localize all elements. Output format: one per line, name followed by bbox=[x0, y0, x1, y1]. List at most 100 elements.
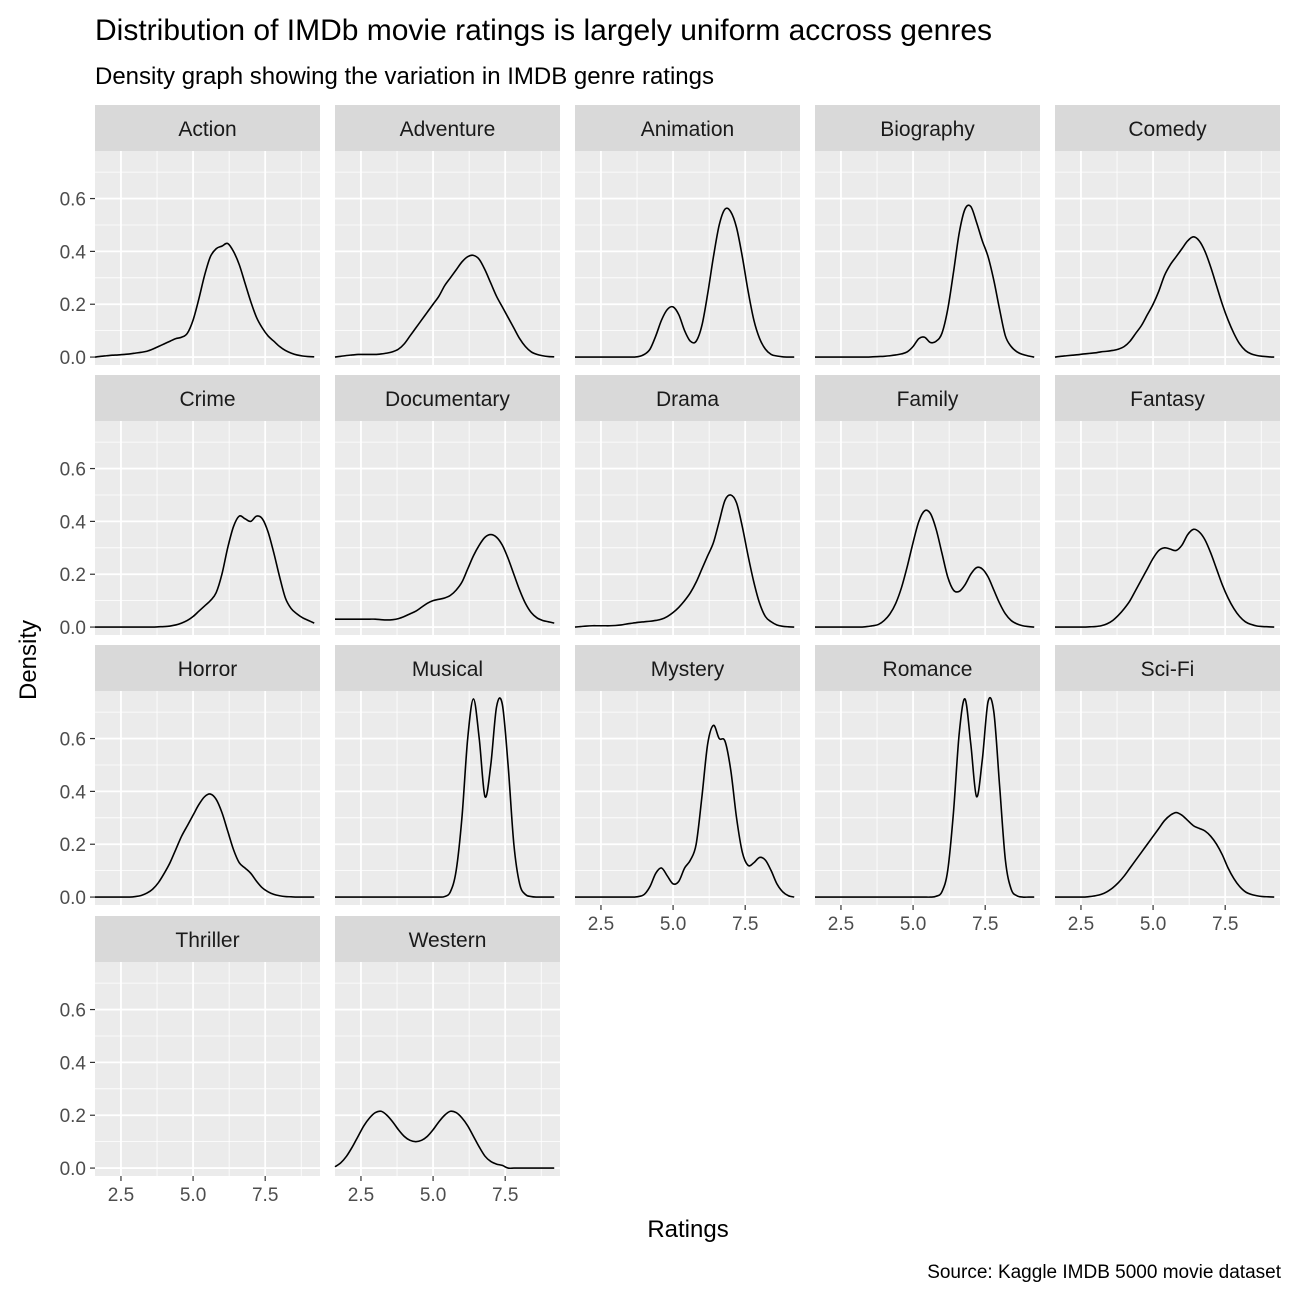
strip-documentary bbox=[335, 375, 560, 421]
panel-adventure bbox=[335, 151, 560, 365]
density-curve-western bbox=[334, 1110, 555, 1170]
chart-title: Distribution of IMDb movie ratings is la… bbox=[95, 14, 992, 47]
panel-mystery bbox=[575, 691, 800, 905]
strip-label-biography: Biography bbox=[880, 118, 975, 141]
strip-horror bbox=[95, 645, 320, 691]
x-tick-label: 7.5 bbox=[1212, 914, 1238, 935]
strip-animation bbox=[575, 105, 800, 151]
y-tick-label: 0.6 bbox=[60, 190, 86, 211]
density-curve-animation bbox=[575, 207, 795, 358]
panel-drama bbox=[575, 421, 800, 635]
panel-romance bbox=[815, 691, 1040, 905]
facet-drama: Drama bbox=[574, 375, 800, 635]
panel-biography bbox=[815, 151, 1040, 365]
panel-horror bbox=[95, 691, 320, 905]
x-tick-label: 5.0 bbox=[180, 1185, 206, 1206]
y-tick-label: 0.2 bbox=[60, 565, 86, 586]
density-curve-sci-fi bbox=[1055, 811, 1275, 898]
y-tick-label: 0.0 bbox=[60, 888, 86, 909]
density-curve-documentary bbox=[335, 533, 555, 624]
x-tick-label: 2.5 bbox=[828, 914, 854, 935]
strip-label-animation: Animation bbox=[641, 118, 734, 141]
y-tick-label: 0.4 bbox=[60, 512, 87, 533]
chart-caption: Source: Kaggle IMDB 5000 movie dataset bbox=[927, 1262, 1282, 1283]
strip-comedy bbox=[1055, 105, 1280, 151]
facet-musical: Musical bbox=[335, 645, 560, 905]
strip-adventure bbox=[335, 105, 560, 151]
x-tick-label: 2.5 bbox=[1068, 914, 1094, 935]
facet-mystery: Mystery 2.5 5.0 7.5 bbox=[575, 645, 800, 935]
y-tick-label: 0.0 bbox=[60, 618, 86, 639]
strip-label-mystery: Mystery bbox=[651, 658, 725, 681]
x-tick-label: 2.5 bbox=[588, 914, 614, 935]
density-curve-musical bbox=[335, 697, 555, 898]
strip-romance bbox=[815, 645, 1040, 691]
strip-label-fantasy: Fantasy bbox=[1130, 388, 1205, 411]
y-axis-title: Density bbox=[15, 620, 42, 700]
strip-mystery bbox=[575, 645, 800, 691]
x-tick-label: 5.0 bbox=[660, 914, 686, 935]
strip-label-documentary: Documentary bbox=[385, 388, 510, 411]
strip-action bbox=[95, 105, 320, 151]
facet-western: Western 2.5 5.0 7.5 bbox=[334, 916, 560, 1206]
facet-documentary: Documentary bbox=[335, 375, 560, 635]
panel-thriller bbox=[95, 962, 320, 1176]
x-tick-label: 2.5 bbox=[108, 1185, 134, 1206]
facet-grid: Action 0.0 0.2 0.4 0.6 Adventure Animation Biog… bbox=[60, 105, 1280, 1206]
y-tick-label: 0.4 bbox=[60, 242, 87, 263]
facet-action: Action 0.0 0.2 0.4 0.6 bbox=[60, 105, 320, 369]
facet-romance: Romance 2.5 5.0 7.5 bbox=[815, 645, 1040, 935]
strip-drama bbox=[575, 375, 800, 421]
x-tick-label: 7.5 bbox=[252, 1185, 278, 1206]
density-curve-romance bbox=[815, 696, 1035, 898]
x-tick-label: 7.5 bbox=[732, 914, 758, 935]
y-tick-label: 0.2 bbox=[60, 1106, 86, 1127]
panel-action bbox=[95, 151, 320, 365]
strip-crime bbox=[95, 375, 320, 421]
density-curve-horror bbox=[95, 793, 315, 898]
strip-biography bbox=[815, 105, 1040, 151]
density-curve-drama bbox=[574, 494, 795, 628]
chart-subtitle: Density graph showing the variation in I… bbox=[95, 63, 714, 90]
facet-horror: Horror 0.0 0.2 0.4 0.6 bbox=[60, 645, 320, 909]
y-tick-label: 0.2 bbox=[60, 295, 86, 316]
panel-western bbox=[335, 962, 560, 1176]
x-tick-label: 7.5 bbox=[972, 914, 998, 935]
y-tick-label: 0.6 bbox=[60, 730, 86, 751]
x-axis-title: Ratings bbox=[647, 1216, 728, 1243]
panel-family bbox=[815, 421, 1040, 635]
strip-label-musical: Musical bbox=[412, 658, 483, 681]
density-curve-adventure bbox=[334, 254, 555, 358]
strip-fantasy bbox=[1055, 375, 1280, 421]
strip-thriller bbox=[95, 916, 320, 962]
y-tick-label: 0.2 bbox=[60, 835, 86, 856]
strip-musical bbox=[335, 645, 560, 691]
x-tick-label: 5.0 bbox=[1140, 914, 1166, 935]
x-tick-label: 2.5 bbox=[348, 1185, 374, 1206]
strip-label-crime: Crime bbox=[180, 388, 236, 411]
strip-sci-fi bbox=[1055, 645, 1280, 691]
y-tick-label: 0.6 bbox=[60, 460, 86, 481]
strip-label-sci-fi: Sci-Fi bbox=[1141, 658, 1195, 681]
strip-western bbox=[335, 916, 560, 962]
strip-label-comedy: Comedy bbox=[1128, 118, 1207, 141]
facet-sci-fi: Sci-Fi 2.5 5.0 7.5 bbox=[1055, 645, 1280, 935]
y-tick-label: 0.4 bbox=[60, 1053, 87, 1074]
strip-label-romance: Romance bbox=[883, 658, 973, 681]
facet-adventure: Adventure bbox=[334, 105, 560, 365]
facet-animation: Animation bbox=[575, 105, 800, 365]
facet-crime: Crime 0.0 0.2 0.4 0.6 bbox=[60, 375, 320, 639]
y-tick-label: 0.0 bbox=[60, 348, 86, 369]
panel-musical bbox=[335, 691, 560, 905]
strip-label-horror: Horror bbox=[178, 658, 238, 681]
facet-fantasy: Fantasy bbox=[1054, 375, 1280, 635]
y-tick-label: 0.6 bbox=[60, 1001, 86, 1022]
strip-label-adventure: Adventure bbox=[400, 118, 496, 141]
strip-label-action: Action bbox=[178, 118, 236, 141]
strip-label-western: Western bbox=[409, 929, 487, 952]
strip-family bbox=[815, 375, 1040, 421]
density-curve-comedy bbox=[1054, 236, 1275, 358]
density-curve-action bbox=[94, 242, 315, 358]
strip-label-family: Family bbox=[897, 388, 959, 411]
